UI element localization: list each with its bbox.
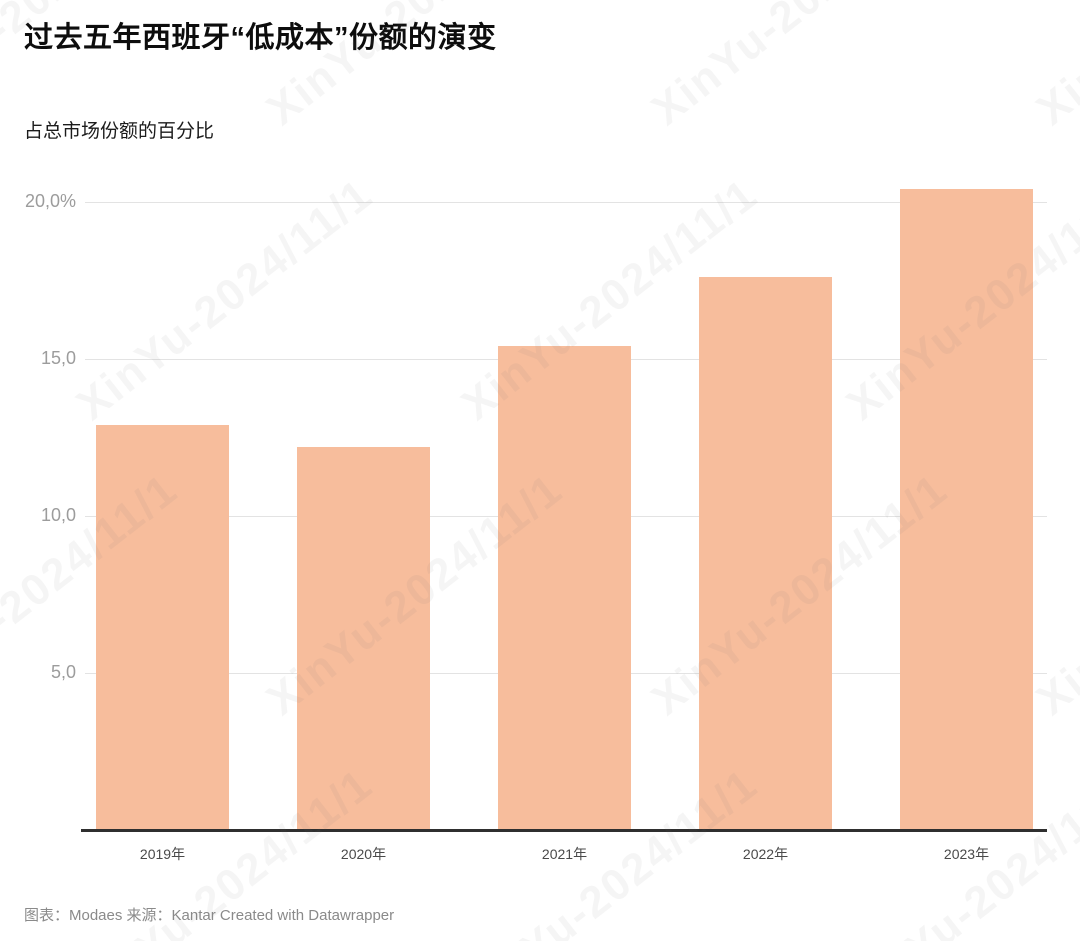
y-tick-label: 10,0 bbox=[40, 505, 76, 525]
x-tick-label: 2021年 bbox=[541, 846, 588, 862]
bar-2019年[interactable] bbox=[96, 425, 229, 830]
bar-2021年[interactable] bbox=[498, 346, 631, 830]
chart-subtitle: 占总市场份额的百分比 bbox=[24, 121, 215, 142]
x-axis-line bbox=[81, 829, 1047, 832]
y-gridline bbox=[85, 202, 1047, 203]
chart-footer: 图表：Modaes 来源：Kantar Created with Datawra… bbox=[24, 907, 395, 924]
bar-2022年[interactable] bbox=[699, 277, 832, 830]
chart-title: 过去五年西班牙“低成本”份额的演变 bbox=[24, 22, 497, 54]
x-tick-label: 2019年 bbox=[139, 846, 186, 862]
x-tick-label: 2022年 bbox=[742, 846, 789, 862]
y-tick-label: 15,0 bbox=[40, 348, 76, 368]
y-tick-label: 20,0% bbox=[24, 191, 76, 211]
x-tick-label: 2023年 bbox=[943, 846, 990, 862]
bar-2023年[interactable] bbox=[900, 189, 1033, 830]
x-tick-label: 2020年 bbox=[340, 846, 387, 862]
bar-2020年[interactable] bbox=[297, 447, 430, 830]
y-tick-label: 5,0 bbox=[50, 662, 76, 682]
